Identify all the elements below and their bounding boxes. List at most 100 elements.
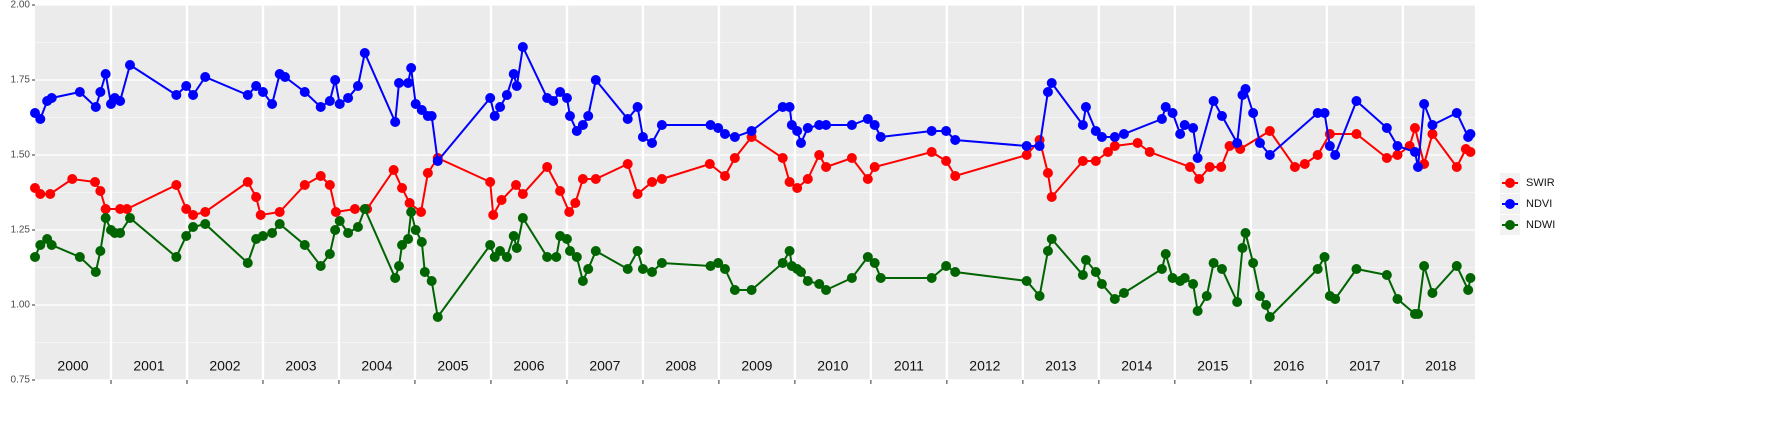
- point: [349, 204, 360, 214]
- point: [555, 87, 566, 97]
- point: [511, 81, 522, 91]
- point: [632, 246, 643, 256]
- y-tick-label: 1.50: [11, 150, 31, 161]
- year-label: 2014: [1121, 358, 1152, 374]
- point: [1240, 84, 1251, 94]
- point: [1427, 120, 1438, 130]
- point: [46, 240, 57, 250]
- point: [30, 252, 40, 262]
- point: [1188, 279, 1199, 289]
- point: [1167, 273, 1178, 283]
- year-label: 2004: [361, 358, 392, 374]
- point: [1204, 162, 1215, 172]
- point: [555, 186, 566, 196]
- point: [729, 153, 740, 163]
- point: [403, 78, 414, 88]
- point: [1319, 108, 1330, 118]
- point: [784, 177, 795, 187]
- point: [1330, 150, 1341, 160]
- point: [315, 171, 326, 181]
- point: [950, 171, 961, 181]
- point: [1080, 102, 1091, 112]
- point: [274, 219, 285, 229]
- point: [188, 222, 199, 232]
- point: [862, 252, 873, 262]
- point: [257, 87, 268, 97]
- point: [388, 165, 399, 175]
- point: [35, 189, 46, 199]
- y-tick-label: 0.75: [11, 375, 31, 386]
- point: [171, 90, 182, 100]
- point: [637, 132, 648, 142]
- point: [188, 90, 199, 100]
- point: [632, 189, 643, 199]
- point: [200, 219, 211, 229]
- y-tick-label: 1.75: [11, 75, 31, 86]
- point: [1118, 129, 1129, 139]
- point: [1240, 228, 1251, 238]
- point: [495, 102, 506, 112]
- point: [875, 273, 886, 283]
- year-label: 2015: [1197, 358, 1228, 374]
- point: [200, 72, 211, 82]
- point: [1248, 108, 1259, 118]
- point: [656, 258, 667, 268]
- point: [35, 114, 46, 124]
- point: [200, 207, 211, 217]
- point: [561, 93, 572, 103]
- point: [590, 246, 601, 256]
- point: [121, 204, 132, 214]
- point: [1413, 162, 1424, 172]
- point: [393, 261, 404, 271]
- point: [1224, 141, 1235, 151]
- point: [1381, 123, 1392, 133]
- point: [622, 159, 633, 169]
- point: [1192, 306, 1203, 316]
- point: [397, 240, 408, 250]
- point: [496, 195, 507, 205]
- point: [181, 81, 192, 91]
- point: [622, 114, 633, 124]
- point: [1077, 270, 1088, 280]
- point: [1042, 87, 1053, 97]
- point: [1096, 279, 1107, 289]
- point: [74, 87, 85, 97]
- point: [1194, 174, 1205, 184]
- point: [746, 285, 757, 295]
- point: [719, 129, 730, 139]
- point: [814, 279, 825, 289]
- point: [404, 198, 415, 208]
- point: [564, 207, 575, 217]
- point: [416, 237, 427, 247]
- y-tick-label: 1.00: [11, 300, 31, 311]
- point: [501, 90, 512, 100]
- point: [1289, 162, 1300, 172]
- point: [719, 264, 730, 274]
- point: [324, 96, 335, 106]
- point: [1264, 126, 1275, 136]
- point: [1419, 261, 1430, 271]
- point: [432, 312, 443, 322]
- point: [1392, 150, 1403, 160]
- point: [1080, 255, 1091, 265]
- legend-point: [1505, 178, 1515, 188]
- point: [926, 273, 937, 283]
- point: [577, 276, 588, 286]
- point: [1090, 267, 1101, 277]
- point: [777, 102, 788, 112]
- point: [583, 111, 594, 121]
- y-tick-label: 1.25: [11, 225, 31, 236]
- point: [802, 174, 813, 184]
- point: [941, 156, 952, 166]
- point: [315, 261, 326, 271]
- point: [1351, 129, 1362, 139]
- point: [324, 249, 335, 259]
- point: [1034, 291, 1045, 301]
- point: [1409, 147, 1420, 157]
- point: [705, 261, 716, 271]
- point: [124, 60, 135, 70]
- point: [795, 267, 806, 277]
- point: [647, 267, 658, 277]
- point: [862, 114, 873, 124]
- point: [397, 183, 408, 193]
